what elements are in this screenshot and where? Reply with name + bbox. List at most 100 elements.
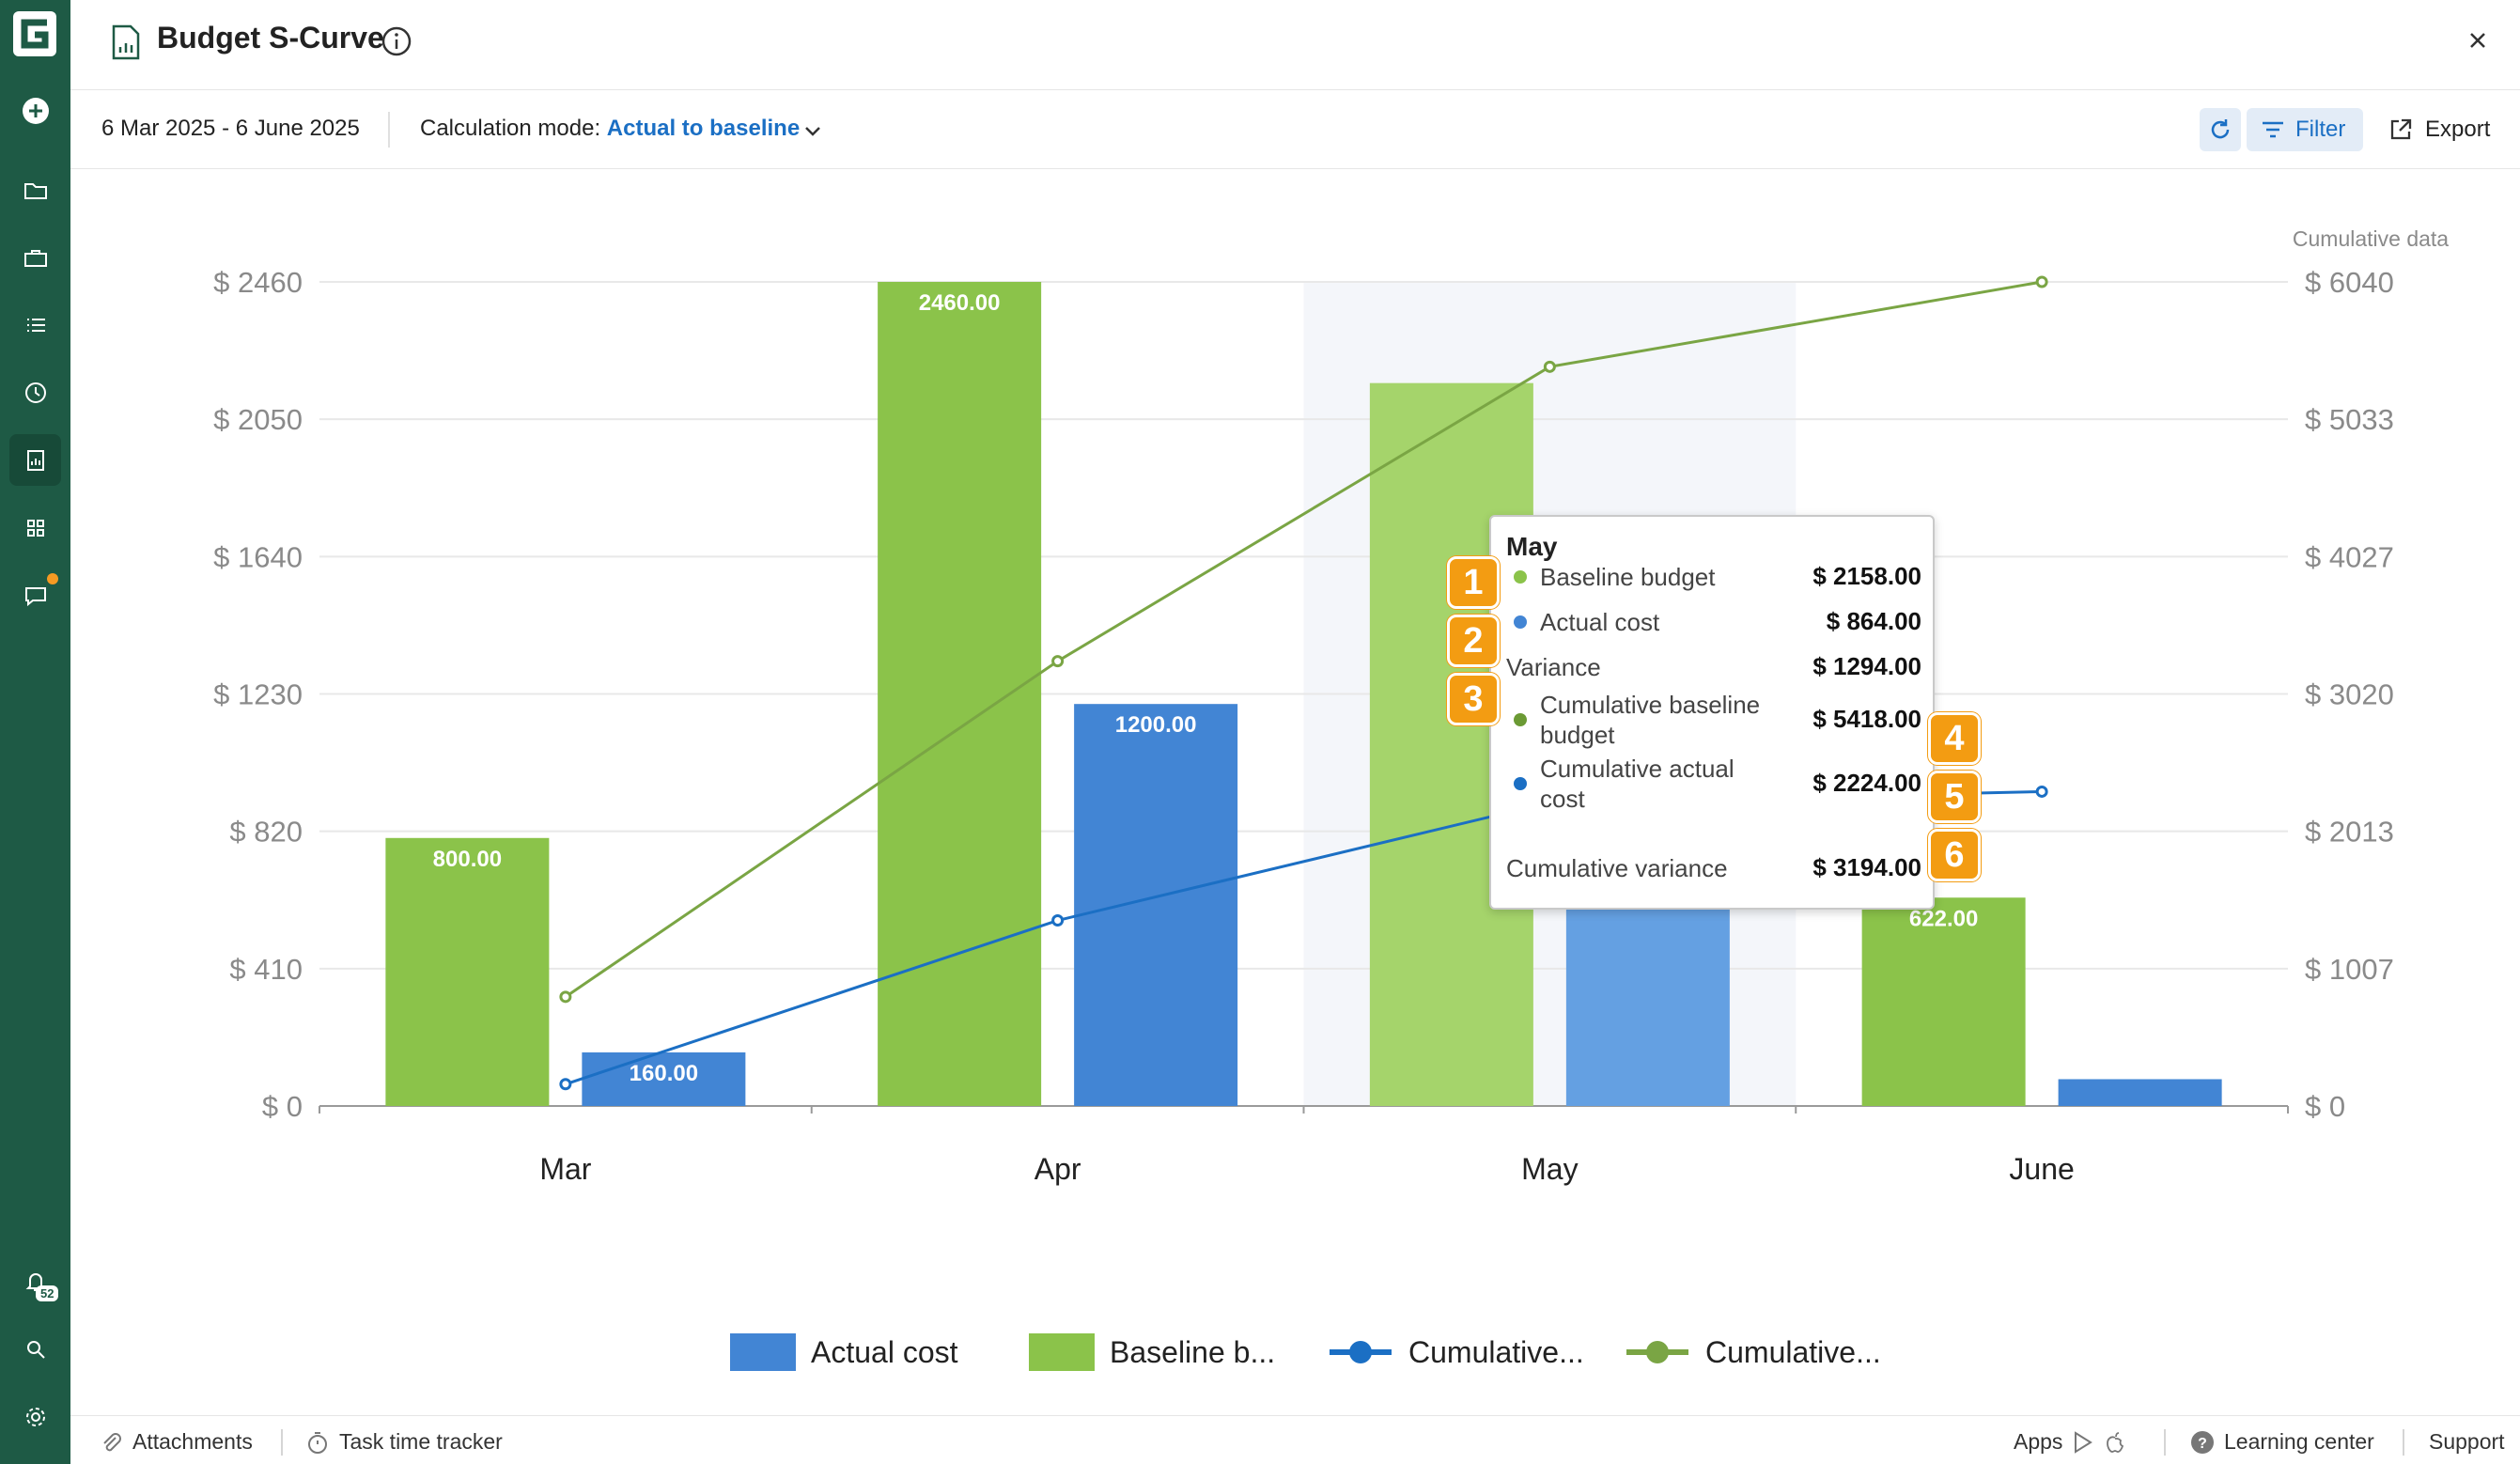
legend-label: Cumulative... bbox=[1705, 1334, 1881, 1369]
annotation-marker-4: 4 bbox=[1928, 712, 1981, 765]
y-right-tick-label: $ 3020 bbox=[2305, 678, 2394, 711]
legend-item-cumulative-actual[interactable]: Cumulative... bbox=[1328, 1329, 1584, 1376]
cumulative-point bbox=[2035, 785, 2048, 798]
chat-icon[interactable] bbox=[9, 569, 61, 621]
tooltip-row-actual-cost: Actual cost $ 864.00 bbox=[1506, 607, 1921, 637]
legend-item-baseline-budget[interactable]: Baseline b... bbox=[1029, 1329, 1275, 1376]
date-range[interactable]: 6 Mar 2025 - 6 June 2025 bbox=[101, 116, 360, 141]
legend-dot bbox=[1514, 615, 1527, 629]
legend-swatch bbox=[730, 1333, 796, 1371]
info-icon[interactable] bbox=[381, 25, 412, 57]
y-left-tick-label: $ 0 bbox=[262, 1090, 303, 1123]
annotation-marker-1: 1 bbox=[1447, 556, 1500, 609]
learning-center-link[interactable]: ? Learning center bbox=[2190, 1429, 2374, 1455]
bar-data-label: 2460.00 bbox=[919, 290, 1001, 316]
y-left-tick-label: $ 1640 bbox=[213, 540, 303, 573]
sidebar: 52 bbox=[0, 0, 70, 1464]
y-left-tick-label: $ 410 bbox=[229, 953, 303, 986]
s-curve-chart: $ 0 $ 0 $ 410 $ 1007 $ 820 $ 2013 $ 1230 $ 3020… bbox=[70, 170, 2520, 1415]
filter-label: Filter bbox=[2295, 117, 2346, 142]
attachments-link[interactable]: Attachments bbox=[99, 1429, 253, 1455]
report-toolbar: 6 Mar 2025 - 6 June 2025 Calculation mod… bbox=[70, 91, 2520, 169]
reports-icon[interactable] bbox=[9, 434, 61, 486]
annotation-marker-6: 6 bbox=[1928, 829, 1981, 881]
app-logo[interactable] bbox=[11, 9, 58, 58]
legend-dot bbox=[1514, 570, 1527, 584]
y-right-tick-label: $ 1007 bbox=[2305, 953, 2394, 986]
filter-icon bbox=[2263, 121, 2283, 138]
tooltip-value: $ 2224.00 bbox=[1812, 769, 1921, 797]
apps-grid-icon[interactable] bbox=[9, 502, 61, 553]
search-icon[interactable] bbox=[9, 1323, 61, 1375]
tooltip-value: $ 3194.00 bbox=[1812, 853, 1921, 881]
tooltip-row-variance: Variance $ 1294.00 bbox=[1506, 652, 1921, 682]
y-right-tick-label: $ 4027 bbox=[2305, 540, 2394, 573]
task-time-tracker-link[interactable]: Task time tracker bbox=[305, 1429, 503, 1455]
legend-label: Actual cost bbox=[811, 1334, 958, 1369]
unread-dot bbox=[47, 573, 58, 584]
task-time-tracker-label: Task time tracker bbox=[339, 1429, 503, 1454]
y-right-tick-label: $ 0 bbox=[2305, 1090, 2345, 1123]
y-right-axis-title: Cumulative data bbox=[2293, 226, 2449, 251]
tooltip-title: May bbox=[1506, 532, 1558, 561]
apps-link[interactable]: Apps bbox=[2014, 1429, 2126, 1455]
briefcase-icon[interactable] bbox=[9, 232, 61, 284]
export-button[interactable]: Export bbox=[2388, 108, 2490, 151]
calc-mode-label: Calculation mode: bbox=[420, 116, 601, 141]
filter-button[interactable]: Filter bbox=[2247, 108, 2363, 151]
support-label: Support bbox=[2429, 1429, 2505, 1454]
cumulative-point bbox=[1543, 360, 1556, 373]
bar-baseline-budget bbox=[878, 282, 1042, 1106]
tooltip-label: Cumulative actual bbox=[1540, 755, 1734, 783]
folder-icon[interactable] bbox=[9, 164, 61, 216]
report-icon bbox=[112, 24, 140, 60]
tooltip-label: Baseline budget bbox=[1540, 563, 1716, 591]
paperclip-icon bbox=[103, 1432, 121, 1451]
footer-divider bbox=[2403, 1429, 2404, 1456]
create-new-icon[interactable] bbox=[9, 85, 61, 136]
list-icon[interactable] bbox=[9, 299, 61, 350]
annotation-marker-5: 5 bbox=[1928, 771, 1981, 823]
tooltip-row-baseline-budget: Baseline budget $ 2158.00 bbox=[1506, 562, 1921, 592]
tooltip-row-cumulative-baseline: Cumulative baseline budget $ 5418.00 bbox=[1506, 690, 1921, 750]
legend-item-actual-cost[interactable]: Actual cost bbox=[730, 1329, 958, 1376]
page-header: Budget S-Curve bbox=[70, 0, 2520, 90]
tooltip-label: Cumulative variance bbox=[1506, 854, 1728, 882]
bar-actual-cost bbox=[1074, 704, 1238, 1106]
tooltip-row-cumulative-variance: Cumulative variance $ 3194.00 bbox=[1506, 853, 1921, 883]
refresh-button[interactable] bbox=[2200, 108, 2241, 151]
chart-tooltip: May Baseline budget $ 2158.00 Actual cos… bbox=[1489, 515, 1935, 910]
x-category-label: Apr bbox=[1034, 1152, 1081, 1186]
legend-dot bbox=[1514, 713, 1527, 726]
calc-mode-value[interactable]: Actual to baseline bbox=[606, 116, 801, 141]
clock-icon[interactable] bbox=[9, 366, 61, 418]
footer-divider bbox=[2164, 1429, 2166, 1456]
bar-data-label: 622.00 bbox=[1909, 906, 1978, 931]
chart-legend: Actual cost Baseline b... Cumulative... … bbox=[0, 1329, 2520, 1376]
y-right-tick-label: $ 5033 bbox=[2305, 403, 2394, 436]
svg-text:?: ? bbox=[2198, 1436, 2207, 1452]
x-category-label: June bbox=[2009, 1152, 2074, 1186]
page-title: Budget S-Curve bbox=[157, 21, 384, 55]
legend-item-cumulative-baseline[interactable]: Cumulative... bbox=[1625, 1329, 1881, 1376]
attachments-label: Attachments bbox=[132, 1429, 253, 1454]
tooltip-label-continued: budget bbox=[1540, 721, 1615, 749]
apple-icon bbox=[2107, 1431, 2124, 1453]
legend-line-swatch bbox=[1626, 1341, 1688, 1363]
chevron-down-icon[interactable] bbox=[801, 119, 824, 142]
tooltip-label: Cumulative baseline bbox=[1540, 691, 1761, 719]
y-left-tick-label: $ 2050 bbox=[213, 403, 303, 436]
x-category-label: May bbox=[1521, 1152, 1578, 1186]
support-link[interactable]: Support bbox=[2429, 1429, 2505, 1455]
bar-baseline-budget bbox=[1861, 897, 2026, 1106]
gear-icon[interactable] bbox=[9, 1391, 61, 1442]
bar-baseline-budget bbox=[385, 837, 550, 1106]
y-left-tick-label: $ 1230 bbox=[213, 678, 303, 711]
annotation-marker-3: 3 bbox=[1447, 673, 1500, 725]
close-icon[interactable] bbox=[2464, 26, 2492, 55]
legend-dot bbox=[1514, 777, 1527, 790]
export-icon bbox=[2390, 118, 2412, 140]
footer-bar: Attachments Task time tracker Apps ? Lea… bbox=[70, 1415, 2520, 1464]
calculation-mode-select[interactable]: Calculation mode: Actual to baseline bbox=[420, 116, 800, 142]
legend-label: Baseline b... bbox=[1110, 1334, 1276, 1369]
